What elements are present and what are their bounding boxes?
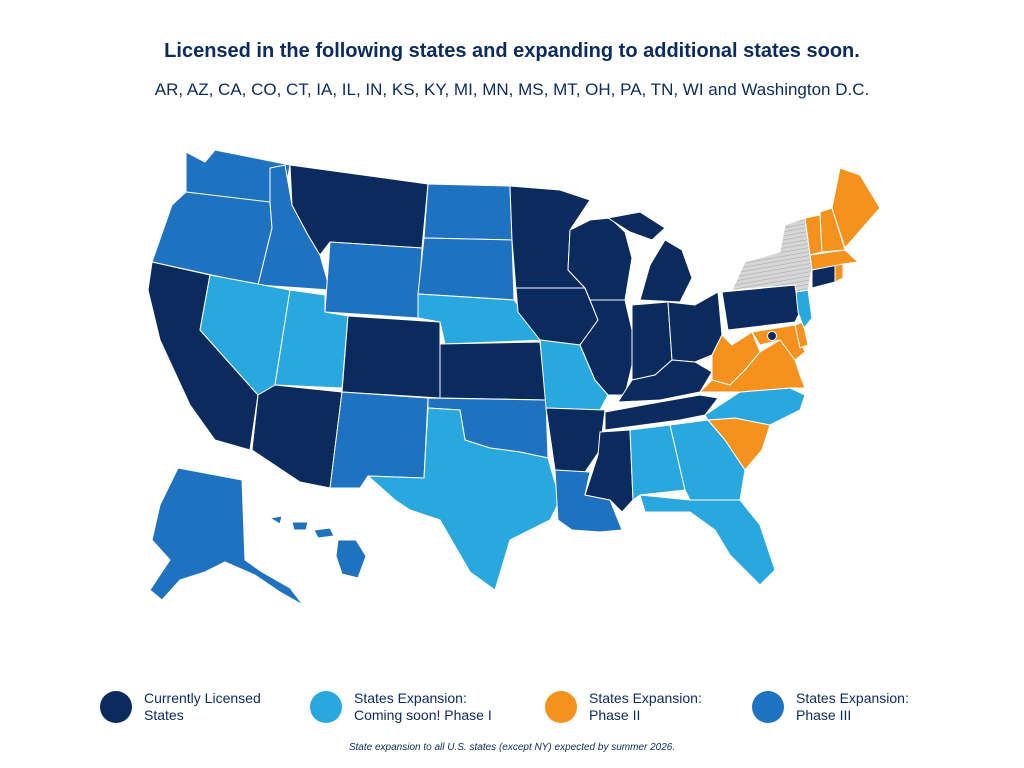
state-NH [819,207,846,253]
map-legend: Currently Licensed States States Expansi… [0,690,1024,730]
state-TX [367,407,561,591]
state-DE [794,321,809,349]
state-RI [834,263,844,283]
legend-item-licensed: Currently Licensed States [100,690,261,724]
state-NC [704,387,806,426]
legend-label-phase-1: States Expansion: Coming soon! Phase I [354,690,492,723]
legend-swatch-phase-1 [310,691,342,723]
state-CO [341,315,441,399]
legend-item-phase-2: States Expansion: Phase II [545,690,702,724]
state-LA [554,469,623,533]
state-ID [257,164,331,291]
legend-swatch-phase-2 [545,691,577,723]
legend-item-phase-1: States Expansion: Coming soon! Phase I [310,690,492,724]
state-WI [567,217,633,301]
state-FL [639,494,776,586]
state-DC [767,331,777,341]
legend-label-phase-3: States Expansion: Phase III [796,690,909,723]
state-NJ [795,289,813,329]
state-KY [617,359,713,403]
legend-label-phase-2: States Expansion: Phase II [589,690,702,723]
state-NY [731,217,813,293]
state-ME [831,167,881,249]
state-NM [329,391,429,489]
legend-label-licensed: Currently Licensed States [144,690,261,723]
state-WY [324,241,423,319]
state-AZ [251,384,343,489]
state-ND [423,183,513,241]
state-AK [149,467,304,606]
legend-swatch-phase-3 [752,691,784,723]
state-MI [607,211,693,303]
page-title: Licensed in the following states and exp… [164,40,860,62]
state-SD [417,237,515,301]
state-TN [604,394,719,431]
state-HI [269,515,367,579]
state-KS [439,341,547,401]
state-IL [579,299,633,396]
licensed-states-list: AR, AZ, CA, CO, CT, IA, IL, IN, KS, KY, … [154,80,870,99]
state-AL [629,424,686,501]
state-AR [545,407,606,473]
legend-swatch-licensed [100,691,132,723]
legend-item-phase-3: States Expansion: Phase III [752,690,909,724]
state-PA [721,284,801,331]
footnote: State expansion to all U.S. states (exce… [348,742,676,753]
